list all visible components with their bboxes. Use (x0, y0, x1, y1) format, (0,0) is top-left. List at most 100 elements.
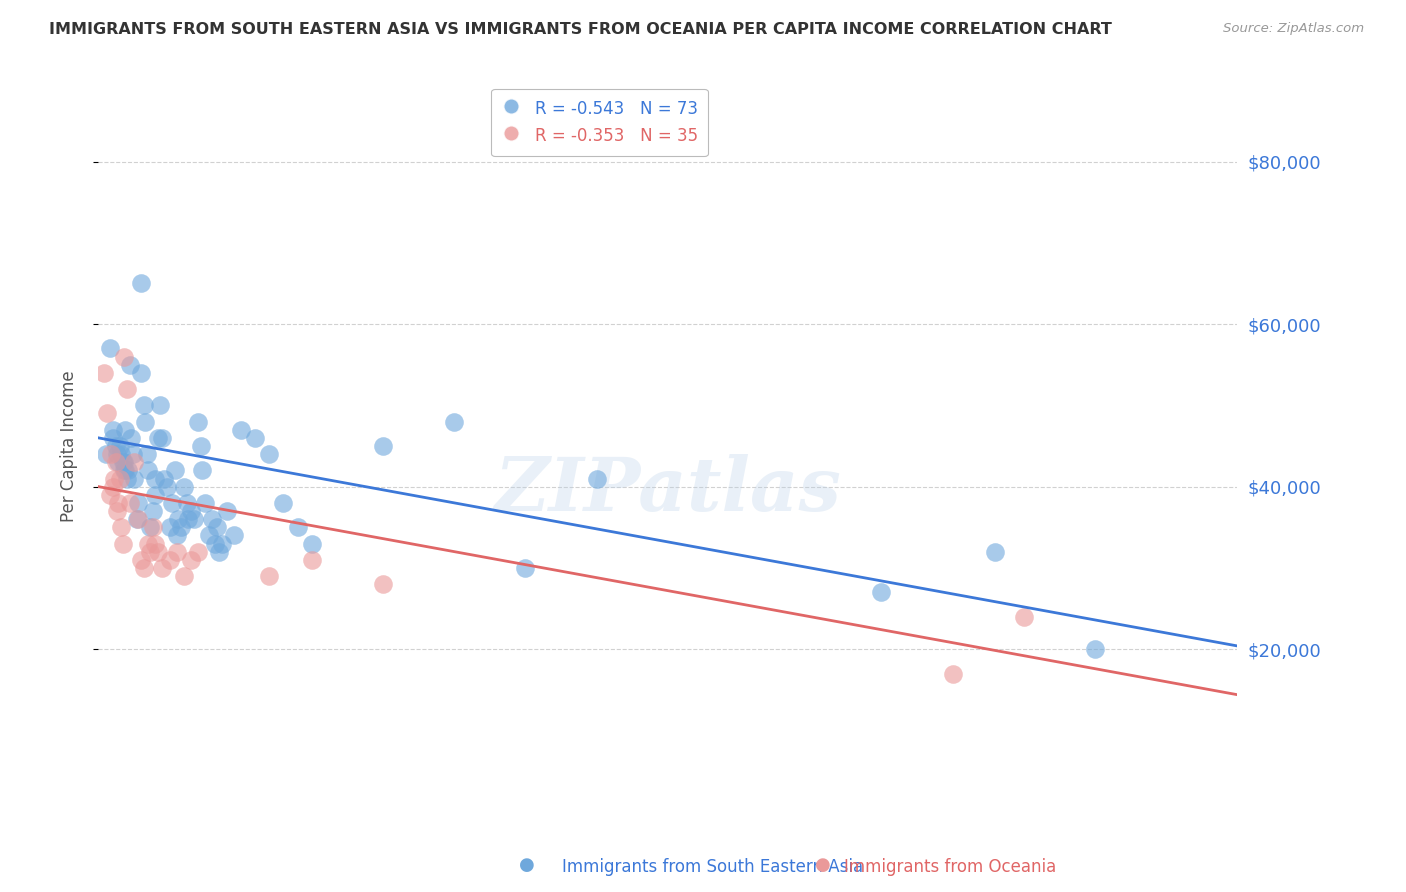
Point (173, 569, 195, 583)
Point (114, 423, 136, 437)
Y-axis label: Per Capita Income: Per Capita Income (59, 370, 77, 522)
Point (1084, 642, 1107, 657)
Point (222, 528, 245, 542)
Point (180, 504, 202, 518)
Point (105, 447, 128, 461)
Point (187, 415, 209, 429)
Point (117, 463, 139, 477)
Point (187, 544, 209, 558)
Point (198, 528, 221, 542)
Point (129, 277, 152, 291)
Point (129, 553, 152, 567)
Point (205, 520, 228, 534)
Point (515, 561, 537, 575)
Point (107, 455, 129, 469)
Point (93, 366, 115, 380)
Point (127, 496, 149, 510)
Point (211, 536, 233, 550)
Point (870, 585, 893, 599)
Point (114, 463, 136, 477)
Point (165, 463, 187, 477)
Point (585, 471, 607, 485)
Point (141, 520, 163, 534)
Text: ●: ● (519, 856, 536, 874)
Text: IMMIGRANTS FROM SOUTH EASTERN ASIA VS IMMIGRANTS FROM OCEANIA PER CAPITA INCOME : IMMIGRANTS FROM SOUTH EASTERN ASIA VS IM… (49, 22, 1112, 37)
Point (180, 553, 202, 567)
Point (156, 480, 179, 494)
Point (110, 520, 132, 534)
Point (149, 398, 172, 412)
Point (301, 553, 323, 567)
Point (132, 398, 155, 412)
Point (145, 488, 167, 502)
Point (984, 544, 1007, 558)
Point (111, 455, 134, 469)
Text: Immigrants from Oceania: Immigrants from Oceania (844, 858, 1056, 876)
Text: ZIPatlas: ZIPatlas (495, 454, 841, 526)
Point (166, 544, 188, 558)
Point (108, 471, 131, 485)
Legend: R = -0.543   N = 73, R = -0.353   N = 35: R = -0.543 N = 73, R = -0.353 N = 35 (491, 88, 707, 156)
Point (104, 439, 127, 453)
Point (173, 480, 195, 494)
Point (135, 447, 157, 461)
Point (177, 512, 200, 526)
Point (101, 431, 124, 445)
Text: ●: ● (814, 856, 831, 874)
Point (110, 447, 132, 461)
Point (183, 512, 205, 526)
Point (129, 366, 152, 380)
Point (373, 577, 395, 591)
Point (162, 496, 184, 510)
Point (125, 512, 148, 526)
Point (204, 536, 226, 550)
Point (373, 439, 395, 453)
Point (108, 439, 131, 453)
Point (153, 471, 176, 485)
Point (122, 471, 145, 485)
Point (159, 553, 181, 567)
Point (134, 415, 156, 429)
Point (208, 544, 231, 558)
Point (167, 512, 190, 526)
Point (259, 569, 281, 583)
Point (259, 447, 281, 461)
Point (120, 431, 142, 445)
Point (112, 463, 135, 477)
Point (98, 342, 121, 356)
Text: Immigrants from South Eastern Asia: Immigrants from South Eastern Asia (562, 858, 863, 876)
Point (132, 561, 155, 575)
Point (96, 407, 118, 421)
Text: Source: ZipAtlas.com: Source: ZipAtlas.com (1223, 22, 1364, 36)
Point (191, 463, 214, 477)
Point (287, 520, 309, 534)
Point (98, 488, 121, 502)
Point (115, 382, 138, 396)
Point (190, 439, 212, 453)
Point (112, 350, 135, 364)
Point (1012, 609, 1035, 624)
Point (194, 496, 217, 510)
Point (148, 544, 170, 558)
Point (138, 544, 160, 558)
Point (104, 455, 127, 469)
Point (443, 415, 465, 429)
Point (145, 471, 167, 485)
Point (115, 471, 138, 485)
Point (122, 455, 145, 469)
Point (101, 423, 124, 437)
Point (152, 431, 174, 445)
Point (127, 512, 149, 526)
Point (166, 528, 188, 542)
Point (118, 358, 141, 372)
Point (118, 496, 141, 510)
Point (136, 463, 159, 477)
Point (942, 666, 965, 681)
Point (141, 504, 163, 518)
Point (243, 431, 266, 445)
Point (273, 496, 295, 510)
Point (103, 471, 125, 485)
Point (159, 520, 181, 534)
Point (176, 496, 198, 510)
Point (107, 496, 129, 510)
